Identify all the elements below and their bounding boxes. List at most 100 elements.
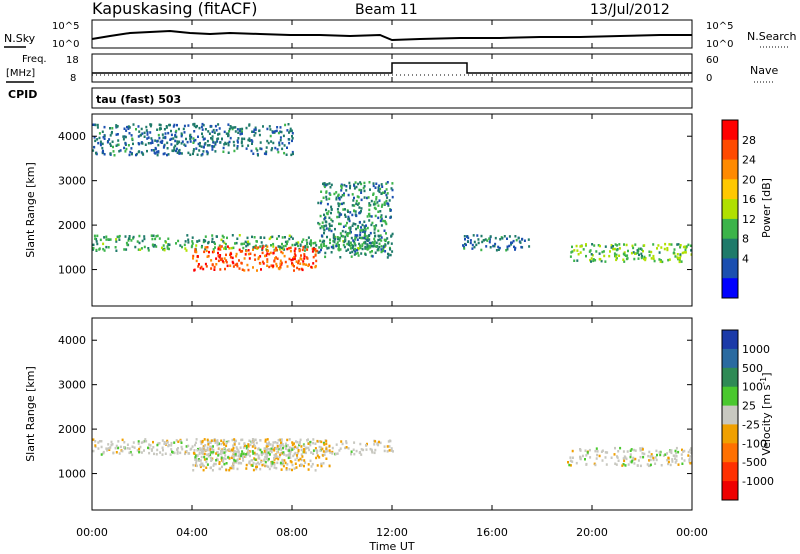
data-cell [670, 243, 673, 246]
data-cell [332, 235, 335, 238]
data-cell [300, 448, 303, 452]
x-tick-label: 08:00 [276, 526, 308, 539]
x-axis-label: Time UT [368, 540, 414, 553]
data-cell [183, 143, 186, 146]
data-cell [207, 443, 210, 446]
data-cell [137, 135, 140, 138]
data-cell [251, 445, 254, 448]
data-cell [129, 450, 132, 454]
colorbar-tick-label: -25 [742, 418, 760, 431]
data-cell [127, 125, 130, 128]
data-cell [503, 235, 506, 238]
data-cell [642, 455, 645, 459]
data-cell [109, 142, 112, 146]
data-cell [569, 459, 572, 463]
data-cell [147, 247, 150, 250]
data-cell [387, 204, 390, 207]
data-cell [622, 252, 625, 256]
data-cell [268, 441, 270, 444]
data-cell [279, 136, 282, 139]
data-cell [235, 450, 238, 454]
data-cell [319, 440, 321, 443]
data-cell [103, 249, 106, 252]
data-cell [233, 458, 236, 462]
data-cell [608, 254, 611, 258]
data-cell [256, 240, 258, 243]
data-cell [222, 146, 225, 150]
data-cell [227, 141, 230, 145]
data-cell [239, 446, 242, 449]
data-cell [506, 248, 509, 251]
data-cell [194, 248, 197, 251]
data-cell [661, 260, 664, 264]
data-cell [364, 233, 366, 237]
data-cell [274, 257, 277, 260]
data-cell [265, 150, 268, 153]
data-cell [262, 125, 264, 128]
data-cell [261, 251, 264, 255]
data-cell [629, 449, 632, 452]
data-cell [173, 146, 176, 149]
data-cell [207, 240, 210, 244]
data-cell [185, 445, 188, 448]
data-cell [189, 140, 192, 143]
data-cell [125, 248, 128, 251]
data-cell [307, 463, 310, 466]
data-cell [97, 441, 100, 444]
data-cell [299, 438, 302, 442]
data-cell [376, 201, 379, 204]
data-cell [325, 212, 328, 215]
data-cell [213, 462, 216, 466]
data-cell [257, 154, 259, 157]
data-cell [221, 234, 224, 238]
data-cell [373, 231, 376, 234]
data-cell [210, 137, 212, 140]
data-cell [325, 447, 328, 450]
data-cell [263, 447, 266, 450]
data-cell [344, 235, 347, 239]
data-cell [238, 234, 241, 237]
data-cell [652, 257, 655, 260]
colorbar-segment [722, 481, 738, 501]
data-cell [312, 449, 315, 452]
colorbar-tick-label: 8 [742, 233, 749, 246]
data-cell [659, 453, 662, 457]
freq-trace [92, 62, 692, 74]
data-cell [475, 243, 478, 247]
data-cell [178, 152, 181, 155]
data-cell [278, 248, 281, 251]
data-cell [230, 456, 233, 459]
data-cell [270, 140, 273, 143]
data-cell [128, 451, 131, 455]
data-cell [643, 257, 645, 261]
data-cell [390, 187, 393, 190]
colorbar-tick-label: -500 [742, 456, 767, 469]
data-cell [346, 242, 349, 246]
data-cell [119, 149, 122, 152]
data-cell [366, 236, 369, 240]
data-cell [116, 133, 119, 136]
data-cell [130, 147, 133, 150]
data-cell [288, 247, 291, 250]
data-cell [175, 129, 178, 133]
data-cell [279, 126, 282, 129]
data-cell [283, 453, 286, 456]
data-cell [373, 242, 376, 246]
data-cell [154, 147, 157, 151]
data-cell [640, 256, 643, 260]
data-cell [337, 202, 340, 205]
data-cell [683, 251, 686, 254]
data-cell [330, 205, 333, 209]
data-cell [269, 251, 272, 255]
data-cell [306, 257, 309, 260]
data-cell [195, 464, 198, 468]
data-cell [320, 225, 323, 228]
colorbar-tick-label: 25 [742, 400, 756, 413]
data-cell [240, 454, 243, 458]
data-cell [303, 253, 306, 256]
data-cell [358, 236, 361, 239]
data-cell [387, 242, 390, 245]
data-cell [323, 239, 326, 243]
colorbar-tick-label: -100 [742, 437, 767, 450]
